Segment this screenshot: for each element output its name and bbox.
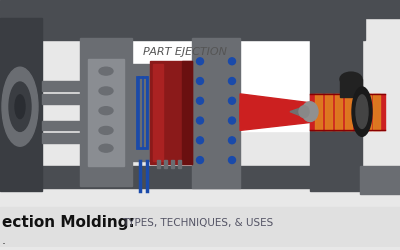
Bar [153, 64, 163, 161]
Bar [373, 94, 380, 130]
Ellipse shape [196, 97, 204, 104]
Ellipse shape [9, 82, 31, 132]
Ellipse shape [99, 144, 113, 152]
Ellipse shape [196, 78, 204, 84]
Bar [35, 166, 335, 188]
Text: PART EJECTION: PART EJECTION [143, 48, 227, 58]
Ellipse shape [196, 156, 204, 164]
Bar [42, 81, 80, 91]
Bar [137, 77, 147, 148]
Bar [360, 166, 400, 194]
Ellipse shape [228, 97, 236, 104]
Bar [150, 61, 192, 164]
Ellipse shape [228, 58, 236, 65]
Ellipse shape [196, 137, 204, 144]
Text: TYPES, TECHNIQUES, & USES: TYPES, TECHNIQUES, & USES [122, 218, 273, 228]
Bar [0, 0, 400, 18]
Bar [35, 18, 365, 40]
Bar [164, 160, 167, 168]
Polygon shape [240, 94, 310, 130]
Bar [42, 134, 80, 143]
Bar [42, 94, 80, 104]
Bar [42, 120, 80, 130]
Text: ection Molding:: ection Molding: [2, 216, 135, 230]
Bar [0, 208, 400, 247]
Ellipse shape [99, 67, 113, 75]
Bar [364, 94, 371, 130]
Bar [310, 18, 362, 191]
Bar [80, 38, 132, 186]
Ellipse shape [2, 67, 38, 146]
Ellipse shape [99, 107, 113, 114]
Bar [335, 94, 342, 130]
Bar [88, 59, 124, 166]
Ellipse shape [302, 102, 318, 122]
Bar [340, 79, 362, 97]
Bar [355, 94, 362, 130]
Bar [310, 94, 385, 130]
Ellipse shape [196, 117, 204, 124]
Ellipse shape [228, 137, 236, 144]
Ellipse shape [352, 87, 372, 136]
Bar [171, 160, 174, 168]
Bar [178, 160, 181, 168]
Ellipse shape [15, 95, 25, 118]
Ellipse shape [228, 117, 236, 124]
Bar [157, 160, 160, 168]
Bar [345, 94, 352, 130]
Bar [325, 94, 332, 130]
Ellipse shape [340, 72, 362, 86]
Ellipse shape [356, 95, 368, 128]
Ellipse shape [299, 106, 309, 118]
Text: .: . [2, 234, 6, 247]
Bar [315, 94, 322, 130]
Bar [182, 61, 192, 164]
Bar [132, 64, 150, 161]
Ellipse shape [196, 58, 204, 65]
Ellipse shape [99, 87, 113, 95]
Ellipse shape [228, 78, 236, 84]
Polygon shape [240, 104, 268, 122]
Bar [192, 38, 240, 188]
Bar [0, 18, 42, 191]
Ellipse shape [228, 156, 236, 164]
Ellipse shape [99, 126, 113, 134]
Bar [115, 18, 310, 132]
Polygon shape [290, 105, 310, 120]
